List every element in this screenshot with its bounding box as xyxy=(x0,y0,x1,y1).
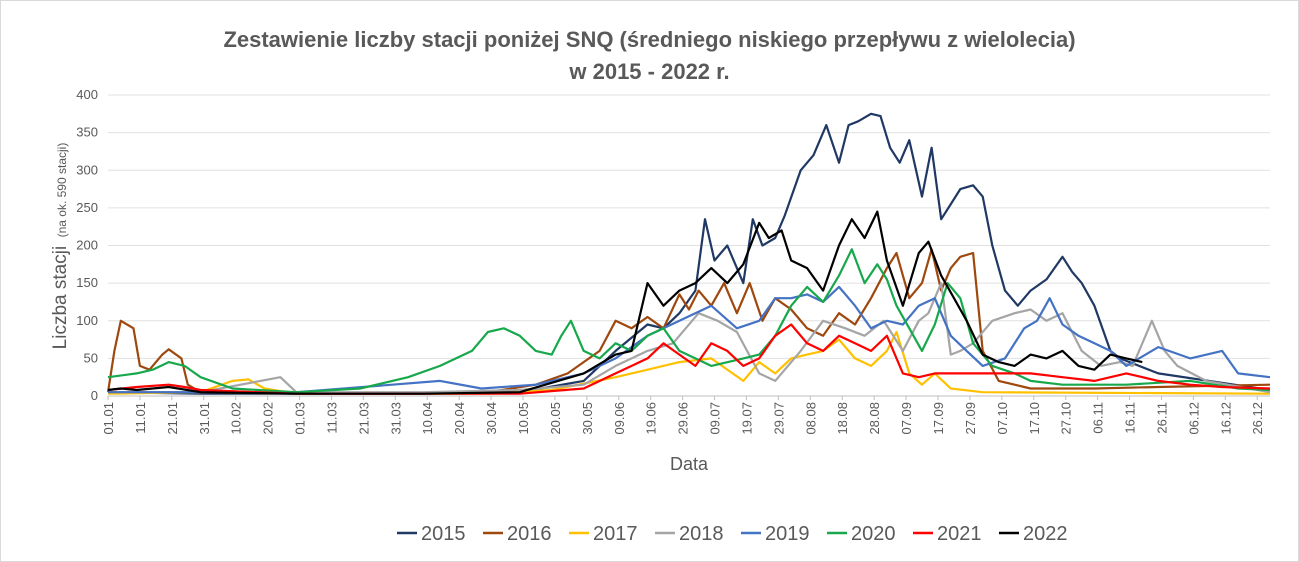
y-tick-label: 400 xyxy=(76,87,98,102)
x-tick-label: 08.08 xyxy=(803,402,818,435)
legend-label-2017: 2017 xyxy=(593,523,638,545)
y-tick-label: 0 xyxy=(91,388,98,403)
x-tick-label: 10.05 xyxy=(516,402,531,435)
y-axis-title-sub: (na ok. 590 stacji) xyxy=(55,143,69,238)
x-tick-label: 17.10 xyxy=(1027,402,1042,435)
x-tick-label: 16.11 xyxy=(1123,402,1138,434)
x-tick-label: 20.02 xyxy=(261,402,276,435)
series-lines xyxy=(106,112,1271,395)
series-line-2021 xyxy=(107,323,1271,395)
y-tick-label: 50 xyxy=(84,350,98,365)
chart-title-line-2: w 2015 - 2022 r. xyxy=(569,59,730,84)
x-tick-label: 26.11 xyxy=(1154,402,1169,434)
x-tick-label: 31.03 xyxy=(388,402,403,435)
x-tick-label: 20.05 xyxy=(548,402,563,435)
y-tick-label: 100 xyxy=(76,313,98,328)
legend-label-2015: 2015 xyxy=(421,523,466,545)
legend-label-2020: 2020 xyxy=(851,523,896,545)
y-tick-label: 150 xyxy=(76,275,98,290)
x-tick-label: 28.08 xyxy=(867,402,882,435)
x-tick-label: 18.08 xyxy=(835,402,850,435)
x-axis-title: Data xyxy=(670,454,709,474)
x-tick-label: 20.04 xyxy=(452,402,467,435)
x-tick-label: 10.02 xyxy=(229,402,244,435)
x-tick-label: 19.06 xyxy=(644,402,659,435)
legend: 2015 2016 2017 2018 2019 2020 2021 2022 xyxy=(397,523,1068,545)
x-tick-label: 30.04 xyxy=(484,402,499,435)
x-tick-label: 21.01 xyxy=(165,402,180,435)
x-tick-label: 30.05 xyxy=(580,402,595,435)
legend-label-2019: 2019 xyxy=(765,523,810,545)
x-tick-label: 07.09 xyxy=(899,402,914,435)
x-tick-label: 27.09 xyxy=(963,402,978,435)
x-tick-label: 01.03 xyxy=(293,402,308,435)
y-tick-label: 350 xyxy=(76,125,98,140)
y-axis-title: Liczba stacji (na ok. 590 stacji) xyxy=(50,143,71,350)
x-tick-label: 16.12 xyxy=(1218,402,1233,435)
x-tick-label: 31.01 xyxy=(197,402,212,435)
x-tick-label: 11.03 xyxy=(324,402,339,434)
series-line-2018 xyxy=(108,282,1271,394)
x-tick-label: 29.06 xyxy=(676,402,691,435)
legend-label-2018: 2018 xyxy=(679,523,724,545)
series-line-2016 xyxy=(106,248,1271,395)
chart-title-line-1: Zestawienie liczby stacji poniżej SNQ (ś… xyxy=(223,27,1076,52)
gridlines xyxy=(108,94,1270,359)
legend-label-2021: 2021 xyxy=(937,523,982,545)
series-line-2015 xyxy=(107,112,1271,395)
x-tick-label: 10.04 xyxy=(420,402,435,435)
x-tick-label: 09.07 xyxy=(708,402,723,435)
legend-label-2022: 2022 xyxy=(1023,523,1068,545)
x-tick-label: 11.01 xyxy=(133,402,148,434)
y-tick-label: 200 xyxy=(76,238,98,253)
series-line-2020 xyxy=(107,248,1271,394)
y-axis-ticks: 0 50 100 150 200 250 300 350 400 xyxy=(76,87,98,403)
x-tick-label: 29.07 xyxy=(771,402,786,435)
legend-label-2016: 2016 xyxy=(507,523,552,545)
series-line-2019 xyxy=(108,285,1271,394)
series-line-2022 xyxy=(107,210,1143,395)
y-tick-label: 300 xyxy=(76,162,98,177)
x-tick-label: 09.06 xyxy=(612,402,627,435)
chart-title: Zestawienie liczby stacji poniżej SNQ (ś… xyxy=(0,24,1299,88)
x-tick-label: 19.07 xyxy=(739,402,754,435)
x-tick-label: 07.10 xyxy=(995,402,1010,435)
x-tick-label: 26.12 xyxy=(1250,402,1265,435)
x-tick-label: 27.10 xyxy=(1059,402,1074,435)
x-axis-ticks: 01.01 11.01 21.01 31.01 10.02 20.02 01.03 11.03… xyxy=(101,396,1265,435)
x-tick-label: 17.09 xyxy=(931,402,946,435)
x-tick-label: 06.12 xyxy=(1186,402,1201,435)
x-tick-label: 06.11 xyxy=(1091,402,1106,434)
y-axis-title-main: Liczba stacji xyxy=(50,246,71,350)
x-tick-label: 21.03 xyxy=(356,402,371,435)
x-tick-label: 01.01 xyxy=(101,402,116,435)
y-tick-label: 250 xyxy=(76,200,98,215)
